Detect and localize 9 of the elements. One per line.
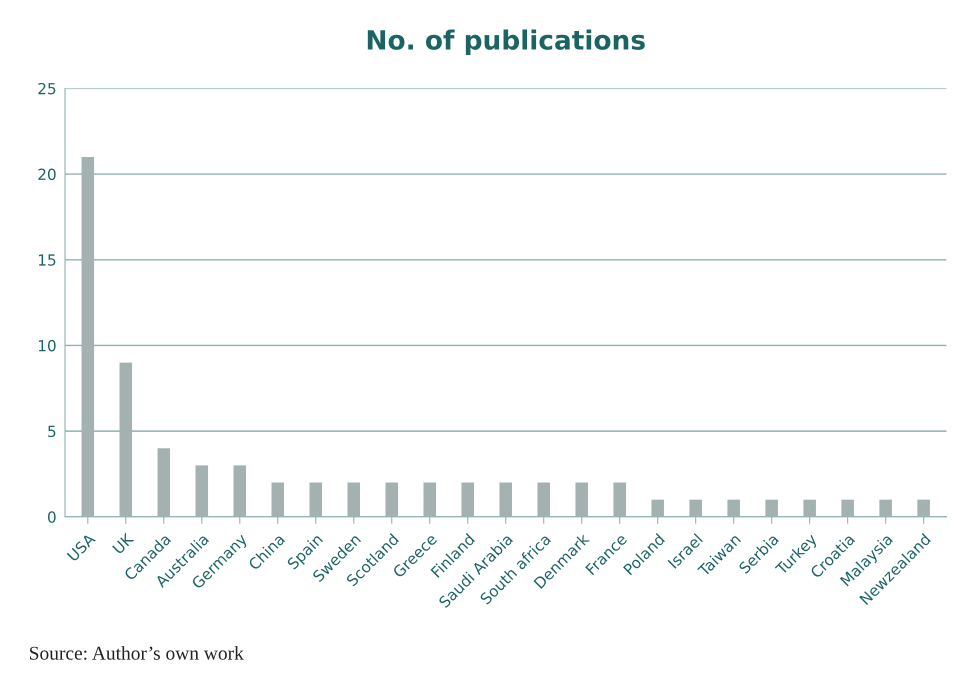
y-tick-label: 20 (38, 168, 56, 180)
chart-title: No. of publications (368, 29, 645, 55)
source-note: Source: Author’s own work (30, 646, 244, 660)
y-tick-label: 15 (38, 254, 56, 266)
x-tick-label: USA (66, 532, 96, 562)
y-tick-label: 25 (38, 82, 56, 94)
y-tick-label: 5 (48, 426, 56, 438)
y-tick-label: 10 (38, 340, 56, 352)
y-tick-label: 0 (48, 511, 56, 523)
